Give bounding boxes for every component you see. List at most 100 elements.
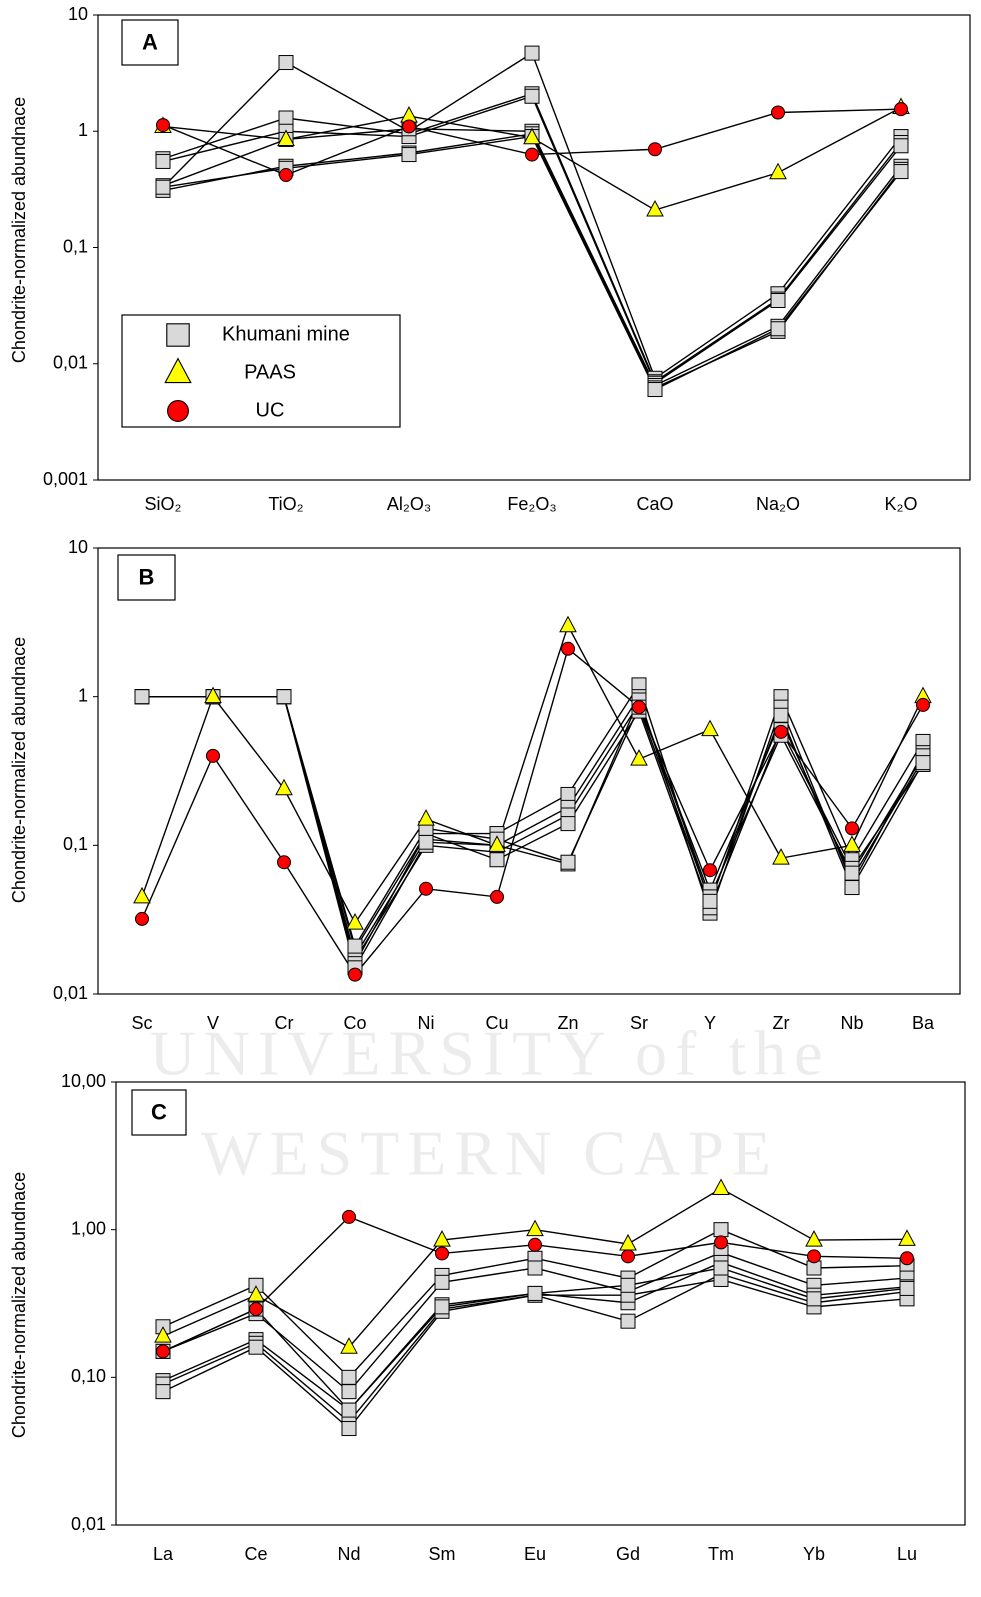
circle-marker <box>156 118 170 133</box>
circle-marker <box>435 1246 449 1261</box>
x-tick-label: Sc <box>131 1013 152 1033</box>
x-tick-label: Al₂O₃ <box>387 494 431 514</box>
square-marker <box>770 293 786 309</box>
square-marker <box>844 865 860 881</box>
square-marker <box>341 1369 357 1385</box>
square-marker <box>155 179 171 195</box>
x-tick-label: TiO₂ <box>268 494 303 514</box>
circle-marker <box>703 863 717 878</box>
series-line <box>162 1261 908 1412</box>
triangle-marker <box>843 835 861 852</box>
circle-marker <box>900 1251 914 1266</box>
circle-marker <box>648 142 662 157</box>
square-marker <box>893 138 909 154</box>
x-tick-label: Nb <box>840 1013 863 1033</box>
x-tick-label: Cr <box>275 1013 294 1033</box>
x-tick-label: Gd <box>616 1544 640 1564</box>
x-tick-label: Lu <box>897 1544 917 1564</box>
square-marker <box>620 1313 636 1329</box>
square-marker <box>347 938 363 954</box>
triangle-marker <box>898 1229 916 1246</box>
plot-frame <box>97 547 961 995</box>
circle-marker <box>714 1235 728 1250</box>
x-tick-label: K₂O <box>885 494 918 514</box>
triangle-marker <box>275 778 293 796</box>
square-marker <box>647 382 663 398</box>
triangle-marker <box>433 1230 451 1247</box>
series-line <box>142 695 924 948</box>
series-line <box>142 683 924 951</box>
x-tick-label: Cu <box>485 1013 508 1033</box>
x-tick-label: La <box>153 1544 174 1564</box>
square-marker <box>893 164 909 180</box>
y-tick-label: 1 <box>78 685 88 705</box>
y-tick-label: 1,00 <box>71 1218 106 1238</box>
triangle-marker <box>526 1219 544 1237</box>
chart: 0,01 0,10 1,00 10,00 La Ce Nd Sm Eu Gd Tm Yb Lu Chond… <box>9 1071 966 1564</box>
triangle-marker <box>204 686 222 704</box>
circle-marker <box>277 855 291 870</box>
square-marker <box>713 1260 729 1276</box>
triangle-marker <box>701 719 719 737</box>
square-marker <box>434 1299 450 1315</box>
triangle-marker <box>630 749 648 766</box>
panel-label: C <box>151 1099 167 1124</box>
circle-marker <box>894 102 908 117</box>
triangle-marker <box>646 199 664 217</box>
legend-marker <box>164 357 192 384</box>
triangle-marker <box>417 809 435 826</box>
circle-marker <box>156 1344 170 1359</box>
x-tick-label: Eu <box>524 1544 546 1564</box>
y-tick-label: 0,10 <box>71 1366 106 1386</box>
circle-marker <box>342 1209 356 1224</box>
legend-label: PAAS <box>244 361 296 383</box>
square-marker <box>702 893 718 909</box>
square-marker <box>278 55 294 71</box>
x-tick-label: Sr <box>630 1013 648 1033</box>
triangle-marker <box>772 848 790 865</box>
triangle-marker <box>154 1326 172 1343</box>
triangle-marker <box>523 127 541 145</box>
square-marker <box>155 1384 171 1400</box>
square-marker <box>489 852 505 868</box>
x-tick-label: Tm <box>708 1544 734 1564</box>
y-tick-label: 0,001 <box>43 469 88 489</box>
panel-label: B <box>139 564 155 589</box>
triangle-marker <box>712 1178 730 1196</box>
x-tick-label: Ce <box>244 1544 267 1564</box>
x-tick-label: Yb <box>803 1544 825 1564</box>
triangle-marker <box>340 1337 358 1354</box>
triangle-marker <box>277 129 295 146</box>
circle-marker <box>402 119 416 134</box>
panel-label-box <box>131 1089 187 1136</box>
y-axis-label: Chondrite-normalized abundnace <box>9 1172 29 1438</box>
circle-marker <box>525 147 539 162</box>
square-marker <box>434 1274 450 1290</box>
circle-marker <box>279 168 293 183</box>
y-tick-label: 10 <box>68 4 88 24</box>
panel-label-box <box>121 19 179 66</box>
series-line <box>162 1216 908 1352</box>
square-marker <box>560 786 576 802</box>
square-marker <box>524 88 540 104</box>
square-marker <box>806 1291 822 1307</box>
square-marker <box>527 1260 543 1276</box>
circle-marker <box>249 1302 263 1317</box>
legend-marker <box>167 400 189 422</box>
y-tick-label: 1 <box>78 120 88 140</box>
x-tick-label: Co <box>343 1013 366 1033</box>
chart: 0,01 0,1 1 10 Sc V Cr Co Ni Cu Zn Sr Y Zr Nb Ba Chondrit… <box>9 537 961 1033</box>
square-marker <box>713 1222 729 1238</box>
x-tick-label: Ba <box>912 1013 935 1033</box>
square-marker <box>248 1339 264 1355</box>
square-marker <box>155 153 171 169</box>
y-tick-label: 0,01 <box>53 983 88 1003</box>
square-marker <box>899 1280 915 1296</box>
y-axis-label: Chondrite-normalized abundnace <box>9 637 29 903</box>
circle-marker <box>135 911 149 926</box>
y-tick-label: 0,1 <box>63 236 88 256</box>
series-line <box>141 623 924 925</box>
triangle-marker <box>559 615 577 633</box>
square-marker <box>620 1277 636 1293</box>
